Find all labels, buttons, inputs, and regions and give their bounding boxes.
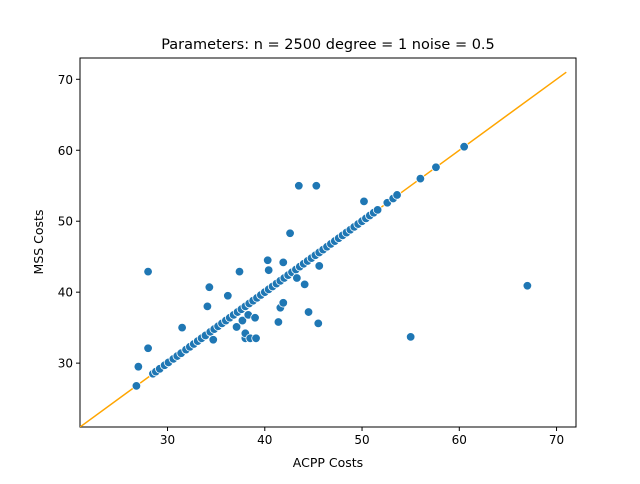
- scatter-point: [314, 261, 324, 271]
- scatter-point: [143, 343, 153, 353]
- scatter-point: [392, 190, 402, 200]
- scatter-point: [223, 291, 233, 301]
- scatter-point: [251, 333, 261, 343]
- scatter-point: [372, 205, 383, 215]
- y-axis-label: MSS Costs: [31, 210, 46, 275]
- scatter-point: [294, 181, 304, 191]
- scatter-point: [250, 313, 260, 323]
- scatter-points-group: [131, 142, 533, 391]
- scatter-point: [237, 315, 248, 326]
- chart-title: Parameters: n = 2500 degree = 1 noise = …: [161, 37, 495, 53]
- scatter-point: [292, 273, 302, 283]
- scatter-point: [208, 335, 218, 345]
- scatter-point: [202, 301, 213, 312]
- x-tick-label: 40: [257, 433, 272, 447]
- scatter-point: [278, 257, 288, 268]
- scatter-point: [273, 317, 284, 327]
- scatter-point: [263, 265, 274, 275]
- y-tick-label: 40: [58, 286, 73, 300]
- scatter-point: [177, 322, 187, 333]
- x-tick-label: 70: [549, 433, 564, 447]
- x-tick-label: 50: [354, 433, 369, 447]
- scatter-point: [278, 298, 288, 308]
- plot-area-frame: [79, 57, 577, 428]
- scatter-point: [459, 142, 469, 152]
- scatter-point: [313, 318, 323, 329]
- x-tick-label: 60: [452, 433, 467, 447]
- y-tick-label: 60: [58, 144, 73, 158]
- scatter-point: [303, 307, 314, 317]
- scatter-point: [143, 266, 153, 277]
- y-axis: 30 40 50 60 70: [58, 73, 80, 371]
- scatter-point: [405, 332, 416, 342]
- scatter-point: [204, 282, 215, 292]
- y-tick-label: 50: [58, 215, 73, 229]
- scatter-point: [231, 322, 242, 332]
- scatter-point: [431, 162, 441, 172]
- scatter-point: [359, 196, 369, 207]
- y-tick-label: 30: [58, 357, 73, 371]
- scatter-point: [285, 228, 295, 238]
- scatter-point: [131, 381, 142, 391]
- y-tick-label: 70: [58, 73, 73, 87]
- scatter-point: [311, 181, 322, 191]
- scatter-point: [133, 361, 144, 372]
- scatter-point: [263, 255, 273, 265]
- x-axis-label: ACPP Costs: [293, 455, 363, 470]
- scatter-point: [415, 173, 426, 184]
- scatter-point: [299, 279, 310, 290]
- scatter-point: [234, 266, 245, 277]
- x-axis: 30 40 50 60 70: [160, 427, 564, 447]
- scatter-point: [522, 281, 533, 291]
- x-tick-label: 30: [160, 433, 175, 447]
